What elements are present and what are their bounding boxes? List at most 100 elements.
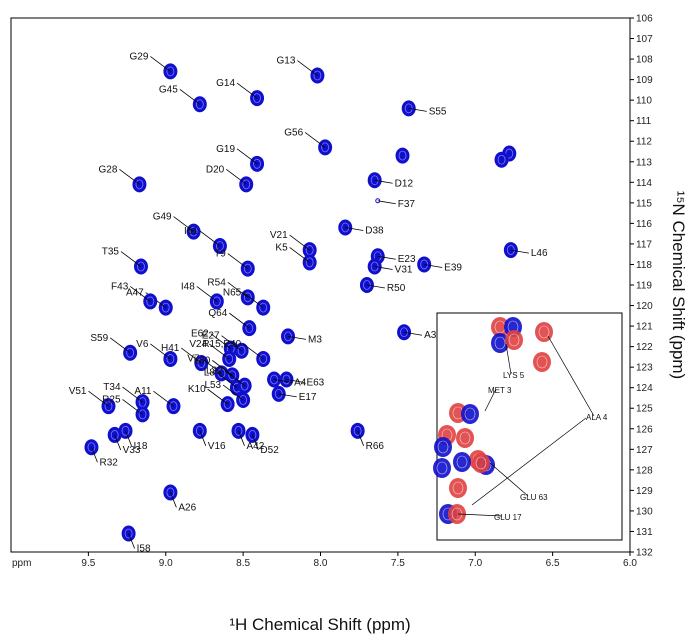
y-tick-label: 122 — [636, 342, 653, 353]
peak-leader-line — [278, 393, 297, 398]
inset-peak-contour — [456, 455, 468, 469]
peak-contour — [166, 487, 175, 498]
peak-contour — [110, 430, 119, 440]
peak-leader-line — [377, 200, 396, 205]
peak-g28: G28 — [99, 164, 147, 193]
peak-contour — [189, 226, 198, 237]
peak-label: F37 — [398, 199, 416, 210]
peak-contour — [161, 302, 170, 313]
peak-label: E17 — [299, 392, 317, 403]
y-tick-label: 125 — [636, 404, 653, 415]
peak-g45: G45 — [159, 84, 207, 113]
peak-leader-line — [221, 335, 242, 352]
peak-contour — [420, 259, 429, 270]
peak-r32: R32 — [84, 439, 118, 468]
peak-label: R15,E40 — [202, 339, 241, 350]
peak-label: R25 — [102, 394, 121, 405]
peak-label: T9 — [214, 249, 226, 260]
peak-a4: A4 — [267, 371, 307, 388]
peak-m3: M3 — [281, 328, 322, 345]
peak-g14: G14 — [216, 78, 265, 107]
peak-contour — [195, 99, 204, 110]
peak-leader-line — [91, 447, 98, 463]
peak-leader-line — [274, 379, 293, 383]
peak-leader-line — [374, 266, 393, 270]
peak-contour — [284, 331, 292, 342]
peak-leader-line — [304, 132, 326, 148]
peak-g19: G19 — [216, 144, 265, 172]
y-tick-label: 124 — [636, 383, 653, 394]
peak-d20: D20 — [206, 164, 254, 193]
peak-leader-line — [120, 251, 142, 267]
peak-leader-line — [236, 148, 258, 165]
peak-contour — [243, 263, 252, 274]
peak-label: T34 — [103, 382, 121, 393]
inset-peak-contour — [436, 461, 448, 475]
peak-d12: D12 — [367, 172, 413, 189]
x-tick-label: 7.0 — [468, 558, 482, 569]
peak-leader-line — [179, 88, 201, 105]
inset-peak — [456, 428, 474, 448]
inset-label: LYS 5 — [503, 371, 525, 380]
peak-label: G56 — [284, 127, 303, 138]
inset-peak-contour — [459, 431, 471, 445]
peak-leader-line — [173, 216, 194, 232]
inset-peak-contour — [452, 481, 464, 495]
peak-v21: V21 — [270, 230, 317, 259]
peak-label: M3 — [308, 334, 322, 345]
peak-leader-line — [181, 347, 202, 364]
peak-contour — [270, 374, 278, 385]
peak-contour — [243, 292, 252, 303]
peak-g49: G49 — [153, 212, 201, 240]
peak-g56: G56 — [284, 127, 333, 156]
peak-l46: L46 — [503, 242, 548, 259]
peak-contour — [245, 323, 254, 334]
peak-leader-line — [287, 335, 307, 340]
inset-peak — [533, 352, 551, 372]
peak-contour — [137, 261, 145, 272]
peak-k10: K10 — [188, 384, 235, 413]
peak-unlabeled-62 — [494, 151, 509, 168]
peak-label: G45 — [159, 84, 178, 95]
peak-i48: I48 — [181, 281, 224, 310]
peak-leader-line — [109, 337, 131, 354]
peak-leader-line — [374, 179, 393, 184]
peak-label: V21 — [270, 230, 288, 241]
peak-label: K5 — [275, 242, 288, 253]
inset-peak — [472, 453, 490, 473]
peak-contour — [370, 261, 379, 272]
peak-g29: G29 — [129, 51, 178, 80]
peak-contour — [234, 425, 243, 436]
x-tick-label: 7.5 — [391, 558, 405, 569]
peak-contour — [253, 158, 261, 169]
peak-leader-line — [236, 82, 258, 99]
inset-frame — [436, 312, 623, 541]
peak-l53: L53 — [204, 380, 251, 409]
peak-leader-line — [227, 253, 249, 269]
peak-label: L60 — [194, 355, 211, 366]
peak-contour — [353, 425, 362, 436]
peak-t9: T9 — [214, 249, 255, 277]
peak-label: V33 — [123, 445, 141, 456]
peak-contour — [370, 175, 379, 186]
y-tick-label: 114 — [636, 178, 652, 189]
peak-leader-line — [170, 492, 177, 508]
peak-leader-line — [243, 292, 264, 308]
peak-contour — [195, 425, 204, 436]
peak-label: G13 — [276, 56, 295, 67]
x-tick-label: 8.5 — [236, 558, 250, 569]
inset-label: MET 3 — [488, 386, 512, 395]
peak-label: L53 — [204, 380, 221, 391]
peak-label: T35 — [102, 247, 120, 258]
y-tick-label: 111 — [636, 116, 652, 127]
peak-leader-line — [286, 379, 305, 383]
inset-peak-contour — [508, 333, 520, 347]
peak-v51: V51 — [69, 386, 116, 415]
peak-contour — [104, 401, 113, 412]
inset-label: ALA 4 — [586, 413, 608, 422]
peak-label: A47 — [126, 288, 144, 299]
y-tick-label: 109 — [636, 75, 653, 86]
peak-label: D20 — [206, 164, 225, 175]
inset-leader-line — [484, 388, 497, 412]
